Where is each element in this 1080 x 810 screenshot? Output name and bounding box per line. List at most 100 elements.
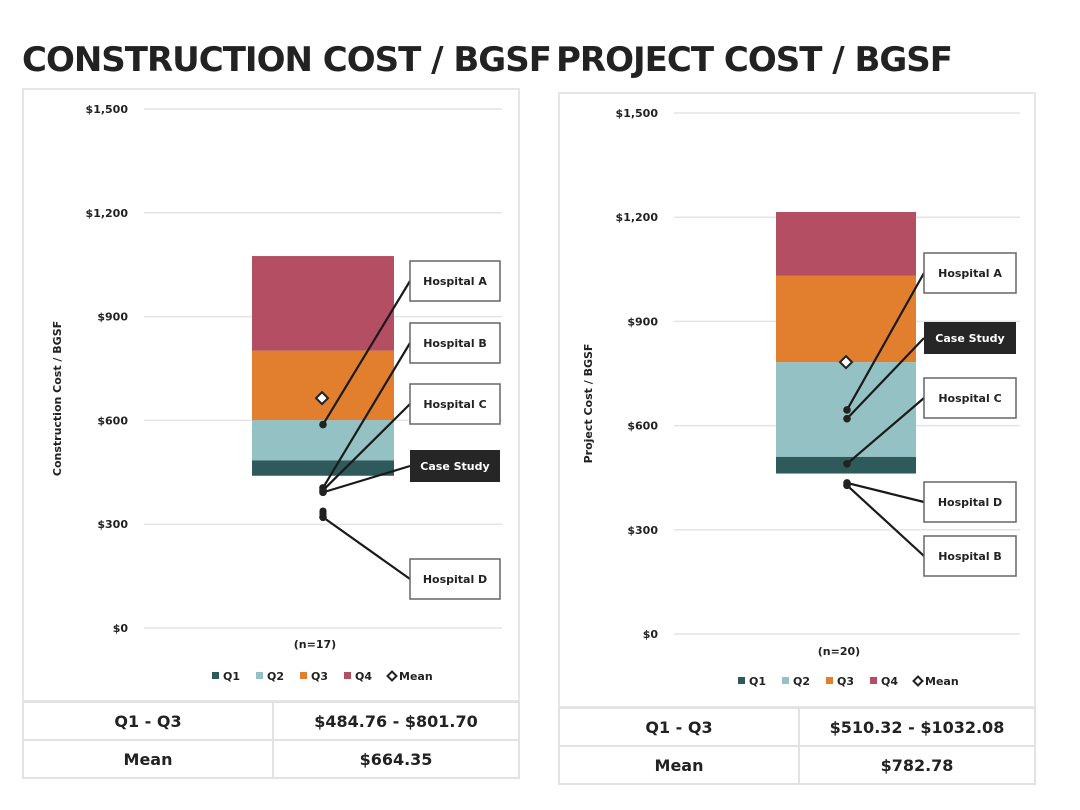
legend-swatch-q3 — [300, 672, 307, 679]
leader-line — [846, 481, 925, 504]
q1-q3-value: $510.32 - $1032.08 — [798, 707, 1036, 747]
quartile-bar-q1 — [252, 460, 394, 476]
point-label: Hospital D — [938, 496, 1002, 509]
point-label: Hospital B — [938, 550, 1002, 563]
y-tick-label: $0 — [113, 622, 129, 635]
y-tick-label: $1,200 — [86, 207, 129, 220]
data-point — [319, 513, 327, 522]
y-tick-label: $1,200 — [616, 211, 659, 224]
legend-label: Q3 — [837, 675, 854, 688]
legend-swatch-q1 — [212, 672, 219, 679]
legend-label: Q3 — [311, 670, 328, 683]
construction-cost-chart-panel: $0 $300 $600 $900 $1,200 $1,500 Construction C… — [22, 88, 520, 702]
data-point — [843, 406, 851, 414]
point-label-box — [923, 377, 1017, 419]
mean-marker — [314, 390, 330, 406]
y-axis-title: Project Cost / BGSF — [582, 344, 595, 464]
mean-value: $664.35 — [272, 739, 520, 779]
point-label-box — [409, 260, 501, 302]
construction-cost-stats-table: Q1 - Q3 $484.76 - $801.70 Mean $664.35 — [22, 701, 520, 779]
q1-q3-label: Q1 - Q3 — [558, 707, 800, 747]
legend-label: Mean — [399, 670, 433, 683]
legend-mean-marker — [912, 675, 924, 687]
point-label-box — [924, 322, 1016, 354]
point-label: Hospital A — [938, 267, 1002, 280]
sample-size-label: (n=17) — [294, 638, 336, 651]
point-label: Hospital D — [423, 573, 487, 586]
y-tick-label: $600 — [97, 414, 128, 427]
project-cost-title: PROJECT COST / BGSF — [556, 40, 953, 80]
table-row: Q1 - Q3 $484.76 - $801.70 — [22, 701, 520, 741]
y-axis-title: Construction Cost / BGSF — [51, 321, 64, 476]
mean-label: Mean — [558, 745, 800, 785]
y-tick-label: $300 — [97, 518, 128, 531]
legend-label: Q2 — [267, 670, 284, 683]
legend-label: Mean — [925, 675, 959, 688]
leader-line — [846, 484, 925, 557]
legend-swatch-q4 — [344, 672, 351, 679]
leader-line — [322, 403, 411, 492]
legend-label: Q4 — [881, 675, 898, 688]
y-tick-label: $900 — [97, 311, 128, 324]
legend-label: Q4 — [355, 670, 372, 683]
legend-swatch-q2 — [256, 672, 263, 679]
leader-line — [322, 516, 411, 580]
mean-marker — [838, 354, 854, 370]
mean-label: Mean — [22, 739, 274, 779]
point-label: Hospital B — [423, 337, 487, 350]
y-tick-label: $0 — [643, 628, 659, 641]
y-tick-label: $1,500 — [616, 107, 659, 120]
y-tick-label: $300 — [627, 524, 658, 537]
data-point — [319, 420, 327, 429]
legend-swatch-q4 — [870, 677, 877, 684]
leader-line — [846, 337, 925, 420]
point-label: Case Study — [420, 460, 489, 473]
project-cost-chart-panel: $0 $300 $600 $900 $1,200 $1,500 Project Cost /… — [558, 92, 1036, 708]
construction-cost-title: CONSTRUCTION COST / BGSF — [22, 40, 552, 80]
point-label-box — [923, 252, 1017, 294]
point-label-box — [923, 535, 1017, 577]
project-cost-stats-table: Q1 - Q3 $510.32 - $1032.08 Mean $782.78 — [558, 707, 1036, 785]
point-label: Hospital C — [938, 392, 1001, 405]
q1-q3-value: $484.76 - $801.70 — [272, 701, 520, 741]
sample-size-label: (n=20) — [818, 645, 860, 658]
quartile-bar-q4 — [776, 211, 916, 276]
data-point — [319, 488, 327, 497]
leader-line — [846, 272, 925, 411]
table-row: Mean $782.78 — [558, 745, 1036, 785]
point-label: Case Study — [935, 332, 1004, 345]
legend-label: Q1 — [749, 675, 766, 688]
point-label-box — [409, 558, 501, 600]
q1-q3-label: Q1 - Q3 — [22, 701, 274, 741]
table-row: Mean $664.35 — [22, 739, 520, 779]
mean-value: $782.78 — [798, 745, 1036, 785]
quartile-bar-q4 — [252, 256, 394, 351]
construction-cost-chart: $0 $300 $600 $900 $1,200 $1,500 Construction C… — [51, 103, 502, 683]
point-label: Hospital A — [423, 275, 487, 288]
legend-mean-marker — [386, 670, 398, 682]
data-point — [843, 414, 851, 423]
legend-swatch-q1 — [738, 677, 745, 684]
project-cost-chart: $0 $300 $600 $900 $1,200 $1,500 Project Cost /… — [582, 107, 1020, 688]
y-tick-label: $900 — [627, 315, 658, 328]
leader-line — [322, 280, 411, 426]
data-point — [843, 481, 851, 490]
leader-line — [846, 397, 925, 465]
y-tick-label: $1,500 — [86, 103, 129, 116]
leader-line — [322, 464, 411, 494]
legend-swatch-q2 — [782, 677, 789, 684]
y-tick-label: $600 — [627, 420, 658, 433]
point-label-box — [923, 481, 1017, 523]
point-label-box — [410, 450, 500, 482]
table-row: Q1 - Q3 $510.32 - $1032.08 — [558, 707, 1036, 747]
quartile-bar-q3 — [776, 275, 916, 363]
legend-label: Q1 — [223, 670, 240, 683]
quartile-bar-q3 — [252, 350, 394, 421]
point-label: Hospital C — [423, 398, 486, 411]
legend-label: Q2 — [793, 675, 810, 688]
leader-line — [322, 342, 411, 489]
point-label-box — [409, 383, 501, 425]
data-point — [843, 460, 851, 468]
legend-swatch-q3 — [826, 677, 833, 684]
point-label-box — [409, 322, 501, 364]
